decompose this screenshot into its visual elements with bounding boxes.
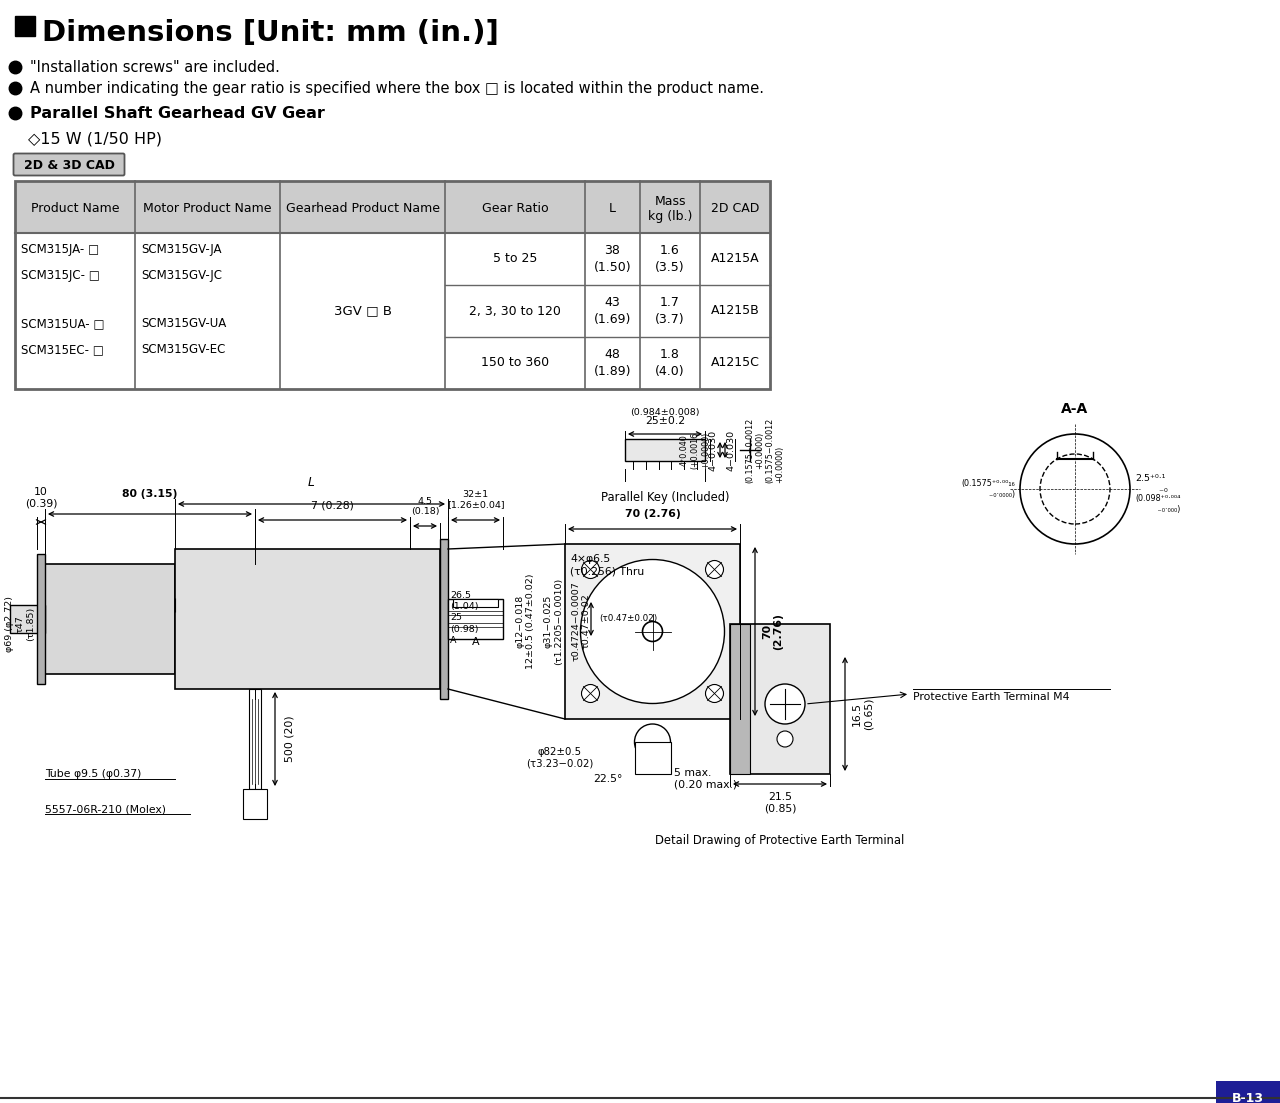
Text: 38
(1.50): 38 (1.50) — [594, 244, 631, 275]
Text: 32±1
[1.26±0.04]: 32±1 [1.26±0.04] — [447, 490, 504, 508]
Bar — [45, 564, 175, 674]
Text: A-A: A-A — [1061, 401, 1088, 416]
Text: A1215B: A1215B — [710, 304, 759, 318]
Text: φ12−0.018
12±0.5 (0.47±0.02): φ12−0.018 12±0.5 (0.47±0.02) — [516, 574, 535, 668]
Text: Gear Ratio: Gear Ratio — [481, 203, 548, 215]
Text: 5 max.
(0.20 max.): 5 max. (0.20 max.) — [675, 768, 737, 790]
Text: SCM315JC- □: SCM315JC- □ — [20, 269, 100, 282]
Text: A: A — [472, 638, 479, 647]
Text: 26.5
(1.04)
25
(0.98)
A: 26.5 (1.04) 25 (0.98) A — [451, 591, 479, 644]
Bar — [15, 181, 771, 233]
Text: Detail Drawing of Protective Earth Terminal: Detail Drawing of Protective Earth Termi… — [655, 834, 905, 847]
Bar — [15, 17, 35, 36]
Text: SCM315GV-EC: SCM315GV-EC — [141, 343, 225, 356]
Text: 48
(1.89): 48 (1.89) — [594, 347, 631, 378]
Bar — [37, 554, 45, 684]
Text: 70 (2.76): 70 (2.76) — [625, 508, 681, 520]
Text: 22.5°: 22.5° — [593, 774, 622, 784]
Bar — [15, 181, 771, 389]
Text: φ31−0.025
(τ1.2205−0.0010): φ31−0.025 (τ1.2205−0.0010) — [543, 577, 563, 665]
Bar — [10, 606, 45, 633]
Bar — [730, 624, 750, 774]
Text: 2D & 3D CAD: 2D & 3D CAD — [23, 159, 114, 172]
Bar — [448, 599, 503, 639]
Text: SCM315GV-UA: SCM315GV-UA — [141, 317, 227, 330]
Bar — [730, 624, 829, 774]
FancyBboxPatch shape — [14, 153, 124, 175]
Text: 4⁺0.040
(+0.0016
+0.0000): 4⁺0.040 (+0.0016 +0.0000) — [680, 431, 710, 469]
Text: B-13: B-13 — [1231, 1092, 1265, 1103]
Text: (0.1575−0.0012
+0.0000): (0.1575−0.0012 +0.0000) — [765, 417, 785, 483]
Text: 25±0.2: 25±0.2 — [645, 416, 685, 426]
Text: 7 (0.28): 7 (0.28) — [311, 500, 355, 510]
Bar — [440, 539, 448, 699]
Circle shape — [581, 560, 599, 578]
Text: 1.7
(3.7): 1.7 (3.7) — [655, 296, 685, 326]
Text: SCM315GV-JC: SCM315GV-JC — [141, 269, 221, 282]
Circle shape — [777, 731, 794, 747]
Bar — [1216, 1081, 1280, 1103]
Text: SCM315JA- □: SCM315JA- □ — [20, 243, 99, 256]
Text: 2D CAD: 2D CAD — [710, 203, 759, 215]
Text: (τ0.47±0.02): (τ0.47±0.02) — [599, 614, 657, 623]
Circle shape — [635, 724, 671, 760]
Circle shape — [705, 685, 723, 703]
Text: 500 (20): 500 (20) — [285, 716, 294, 762]
Circle shape — [765, 684, 805, 724]
Circle shape — [705, 560, 723, 578]
Text: "Installation screws" are included.: "Installation screws" are included. — [29, 60, 280, 75]
Circle shape — [581, 559, 724, 704]
Text: Tube φ9.5 (φ0.37): Tube φ9.5 (φ0.37) — [45, 769, 141, 779]
Text: (0.1575⁺⁰·⁰⁰₁₆
          ₋₀·₀₀₀₀): (0.1575⁺⁰·⁰⁰₁₆ ₋₀·₀₀₀₀) — [961, 480, 1015, 499]
Text: L: L — [308, 476, 315, 489]
Text: 16.5
(0.65): 16.5 (0.65) — [852, 698, 874, 730]
Text: 10
(0.39): 10 (0.39) — [24, 488, 58, 508]
Text: (τ0.256) Thru: (τ0.256) Thru — [570, 566, 644, 576]
Text: φ69 (φ2.72)
τ47
(τ1.85): φ69 (φ2.72) τ47 (τ1.85) — [5, 596, 35, 652]
Text: A1215C: A1215C — [710, 356, 759, 370]
Bar — [243, 789, 268, 820]
Text: (0.1575−0.0012
+0.0000): (0.1575−0.0012 +0.0000) — [745, 417, 764, 483]
Text: SCM315UA- □: SCM315UA- □ — [20, 317, 105, 330]
Text: 70
(2.76): 70 (2.76) — [762, 613, 783, 650]
Bar — [635, 742, 671, 774]
Text: Parallel Shaft Gearhead GV Gear: Parallel Shaft Gearhead GV Gear — [29, 106, 325, 121]
Text: Gearhead Product Name: Gearhead Product Name — [285, 203, 439, 215]
Text: 5 to 25: 5 to 25 — [493, 253, 538, 266]
Text: SCM315EC- □: SCM315EC- □ — [20, 343, 104, 356]
Bar — [564, 544, 740, 719]
Bar — [250, 689, 261, 789]
Bar — [453, 599, 498, 607]
Text: SCM315GV-JA: SCM315GV-JA — [141, 243, 221, 256]
Text: Motor Product Name: Motor Product Name — [143, 203, 271, 215]
Text: 5557-06R-210 (Molex): 5557-06R-210 (Molex) — [45, 804, 166, 814]
Circle shape — [1039, 454, 1110, 524]
Text: 3GV □ B: 3GV □ B — [334, 304, 392, 318]
Text: Mass
kg (lb.): Mass kg (lb.) — [648, 195, 692, 223]
Text: τ0.4724−0.0007
τ0.47±0.02: τ0.4724−0.0007 τ0.47±0.02 — [571, 581, 590, 661]
Text: (0.098⁺⁰·⁰⁰⁴
         ₋₀·₀₀₀): (0.098⁺⁰·⁰⁰⁴ ₋₀·₀₀₀) — [1135, 494, 1180, 514]
Circle shape — [1020, 433, 1130, 544]
Text: A number indicating the gear ratio is specified where the box □ is located withi: A number indicating the gear ratio is sp… — [29, 81, 764, 96]
Text: Product Name: Product Name — [31, 203, 119, 215]
Bar — [625, 439, 705, 461]
Text: 1.8
(4.0): 1.8 (4.0) — [655, 347, 685, 378]
Text: 21.5
(0.85): 21.5 (0.85) — [764, 792, 796, 814]
Text: Protective Earth Terminal M4: Protective Earth Terminal M4 — [913, 692, 1070, 702]
Text: ◇15 W (1/50 HP): ◇15 W (1/50 HP) — [28, 132, 163, 147]
Text: 1.6
(3.5): 1.6 (3.5) — [655, 244, 685, 275]
Text: 4×φ6.5: 4×φ6.5 — [570, 554, 611, 564]
Circle shape — [581, 685, 599, 703]
Text: 4.5
(0.18): 4.5 (0.18) — [411, 496, 439, 516]
Text: L: L — [609, 203, 616, 215]
Text: 4−0.030: 4−0.030 — [709, 429, 718, 471]
Text: (0.984±0.008): (0.984±0.008) — [630, 408, 700, 417]
Text: 150 to 360: 150 to 360 — [481, 356, 549, 370]
Circle shape — [643, 621, 663, 642]
Text: φ82±0.5
(τ3.23−0.02): φ82±0.5 (τ3.23−0.02) — [526, 747, 594, 769]
Text: 43
(1.69): 43 (1.69) — [594, 296, 631, 326]
Text: Dimensions [Unit: mm (in.)]: Dimensions [Unit: mm (in.)] — [42, 19, 499, 47]
Text: Parallel Key (Included): Parallel Key (Included) — [600, 491, 730, 504]
Text: 80 (3.15): 80 (3.15) — [123, 489, 178, 499]
Text: 2.5⁺⁰·¹
        ₋₀: 2.5⁺⁰·¹ ₋₀ — [1135, 474, 1167, 494]
